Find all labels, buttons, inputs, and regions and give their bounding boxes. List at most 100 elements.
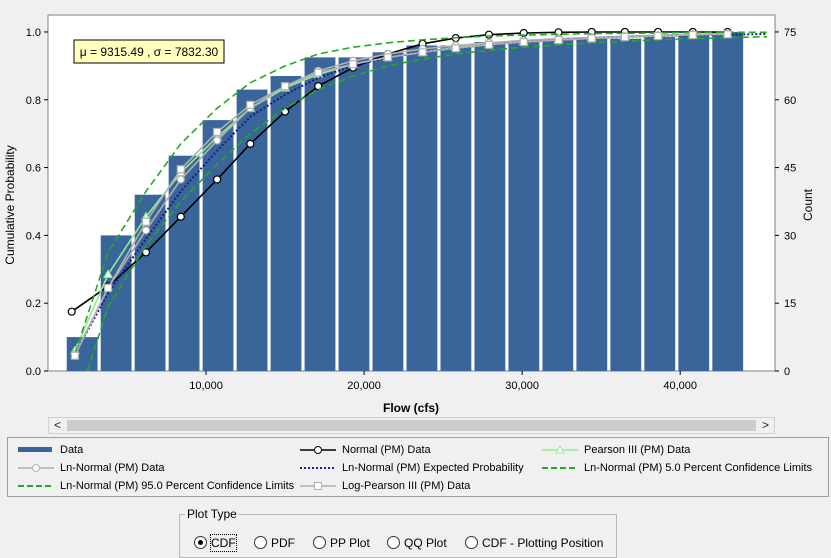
radio-label: CDF xyxy=(210,534,237,552)
legend-swatch-dashed-line-icon xyxy=(18,485,54,487)
scroll-thumb[interactable] xyxy=(67,420,756,431)
series-point xyxy=(723,30,732,39)
legend-label: Ln-Normal (PM) Data xyxy=(60,462,165,474)
legend-label: Log-Pearson III (PM) Data xyxy=(342,480,471,492)
bar xyxy=(134,194,166,371)
scroll-left-button[interactable]: < xyxy=(53,418,61,432)
series-point xyxy=(587,34,596,43)
series-point xyxy=(213,175,222,184)
y2-tick-label: 75 xyxy=(784,27,796,39)
bar xyxy=(236,89,268,371)
plot-type-title: Plot Type xyxy=(185,507,239,521)
series-point xyxy=(246,139,255,148)
y-tick-label: 0.2 xyxy=(26,298,41,310)
series-point xyxy=(141,217,151,226)
y-tick-label: 0.0 xyxy=(26,366,41,378)
bar xyxy=(712,31,744,371)
series-point xyxy=(519,38,528,47)
series-line xyxy=(71,31,728,313)
stats-annotation-text: μ = 9315.49 , σ = 7832.30 xyxy=(80,45,219,59)
series-point xyxy=(176,175,185,184)
y2-axis-label: Count xyxy=(801,188,815,221)
legend-label: Ln-Normal (PM) 5.0 Percent Confidence Li… xyxy=(584,462,813,474)
radio-unselected-icon[interactable] xyxy=(254,536,267,549)
radio-unselected-icon[interactable] xyxy=(313,536,326,549)
x-axis-label: Flow (cfs) xyxy=(383,401,439,415)
series-point xyxy=(246,100,255,109)
series-point xyxy=(620,32,629,42)
series-point xyxy=(213,127,222,137)
series-line xyxy=(74,33,728,357)
series-point xyxy=(554,35,563,45)
series-point xyxy=(314,68,323,77)
y2-tick-label: 45 xyxy=(784,163,796,175)
legend-swatch-line-triangle-icon xyxy=(542,444,578,454)
chart-legend: Data Normal (PM) Data Pearson III (PM) D… xyxy=(7,437,829,497)
bar xyxy=(644,37,676,372)
bar xyxy=(576,38,608,371)
x-tick-label: 10,000 xyxy=(189,380,223,392)
series-point xyxy=(688,30,697,40)
y-tick-label: 0.6 xyxy=(26,163,41,175)
bar xyxy=(508,42,540,371)
series-point xyxy=(141,248,151,257)
series-point xyxy=(418,48,427,57)
horizontal-scrollbar[interactable]: < > xyxy=(48,417,775,434)
legend-swatch-dashed-line-icon xyxy=(542,467,578,469)
y-tick-label: 0.8 xyxy=(26,95,41,107)
series-point xyxy=(67,307,76,316)
bar xyxy=(202,120,234,371)
bar xyxy=(168,155,200,371)
series-point xyxy=(176,212,185,221)
radio-label: CDF - Plotting Position xyxy=(482,536,604,550)
series-point xyxy=(314,82,323,91)
legend-swatch-line-square-icon xyxy=(300,482,336,490)
legend-swatch-line-circle-icon xyxy=(18,464,54,472)
series-point xyxy=(103,269,114,278)
radio-unselected-icon[interactable] xyxy=(465,536,478,549)
series-point xyxy=(451,44,460,53)
axes-layer: 0.0 0.2 0.4 0.6 0.8 1.0 0 15 30 45 60 75 10,000 20,00… xyxy=(26,27,797,392)
bar xyxy=(304,57,336,371)
radio-selected-icon[interactable] xyxy=(194,536,207,549)
y-axis-label: Cumulative Probability xyxy=(3,145,17,264)
legend-swatch-bar-icon xyxy=(18,447,52,452)
series-point xyxy=(348,60,358,69)
series-point xyxy=(484,40,494,49)
bar xyxy=(372,52,404,372)
y-tick-label: 1.0 xyxy=(26,27,41,39)
stats-annotation: μ = 9315.49 , σ = 7832.30 xyxy=(73,39,225,64)
y2-tick-label: 30 xyxy=(784,230,796,242)
legend-swatch-line-circle-icon xyxy=(300,446,336,454)
x-tick-label: 40,000 xyxy=(663,380,697,392)
series-line xyxy=(74,33,768,355)
x-tick-label: 30,000 xyxy=(505,380,539,392)
bar xyxy=(678,35,710,371)
radio-label: PDF xyxy=(271,536,295,550)
series-point xyxy=(103,283,113,293)
legend-label: Ln-Normal (PM) Expected Probability xyxy=(342,462,524,474)
radio-unselected-icon[interactable] xyxy=(387,536,400,549)
legend-label: Normal (PM) Data xyxy=(342,444,431,456)
legend-swatch-dotted-line-icon xyxy=(300,467,336,469)
legend-label: Pearson III (PM) Data xyxy=(584,444,691,456)
plot-type-group: Plot Type CDF PDF PP Plot QQ Plot CDF - … xyxy=(179,507,617,558)
series-point xyxy=(141,226,151,235)
series-line xyxy=(86,35,768,372)
series-point xyxy=(653,31,663,41)
bar xyxy=(474,42,506,371)
scroll-right-button[interactable]: > xyxy=(761,418,769,432)
series-point xyxy=(70,351,79,360)
bar xyxy=(338,57,370,371)
series-point xyxy=(484,30,494,39)
bars-layer xyxy=(66,31,744,372)
bar xyxy=(610,38,642,371)
series-point xyxy=(383,53,392,62)
legend-label: Data xyxy=(60,444,84,456)
radio-label: PP Plot xyxy=(330,536,370,550)
cdf-chart: 0.0 0.2 0.4 0.6 0.8 1.0 0 15 30 45 60 75 10,000 20,00… xyxy=(3,14,815,415)
stats-annotation-box xyxy=(73,39,225,64)
y2-tick-label: 60 xyxy=(784,95,796,107)
bar xyxy=(440,45,472,372)
y-tick-label: 0.4 xyxy=(26,230,41,242)
